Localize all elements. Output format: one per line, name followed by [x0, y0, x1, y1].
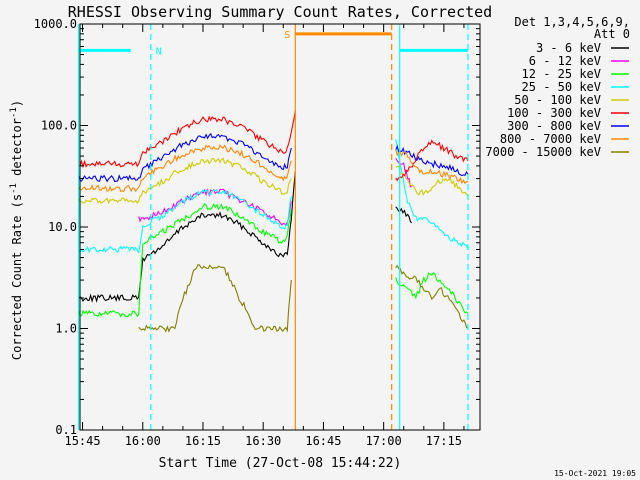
series-line — [395, 149, 469, 185]
series-line — [78, 171, 296, 303]
x-tick-label: 17:15 — [426, 434, 462, 448]
legend-label: 12 - 25 keV — [522, 67, 601, 81]
legend-label: 100 - 300 keV — [507, 106, 601, 120]
x-tick-label: 16:30 — [245, 434, 281, 448]
y-tick-label: 0.1 — [55, 423, 77, 437]
series-line — [77, 132, 292, 183]
series-line — [78, 144, 292, 193]
marker-label: N — [156, 46, 162, 57]
series-7 — [78, 144, 469, 193]
series-line — [138, 264, 292, 333]
series-line — [395, 139, 469, 250]
legend-header: Att 0 — [594, 27, 630, 41]
series-6 — [77, 132, 469, 183]
series-5 — [78, 110, 469, 182]
series-line — [78, 110, 296, 169]
x-tick-label: 17:00 — [366, 434, 402, 448]
legend-label: 800 - 7000 keV — [500, 132, 601, 146]
series-1 — [138, 158, 412, 227]
chart-title: RHESSI Observing Summary Count Rates, Co… — [68, 3, 492, 21]
y-tick-label: 1000.0 — [34, 17, 77, 31]
x-tick-label: 16:15 — [185, 434, 221, 448]
attenuator-markers: NS — [77, 24, 469, 430]
series-3 — [78, 139, 469, 254]
y-axis-label-sup: -1 — [9, 107, 19, 118]
legend-header: Det 1,3,4,5,6,9, — [514, 15, 630, 29]
marker-label: S — [284, 30, 290, 41]
series-line — [78, 188, 292, 254]
series-2 — [77, 202, 469, 318]
x-tick-label: 15:45 — [64, 434, 100, 448]
y-axis-label-sup: -1 — [9, 183, 19, 194]
series-0 — [78, 171, 413, 303]
x-tick-label: 16:45 — [305, 434, 341, 448]
series-line — [395, 158, 412, 188]
series-line — [395, 271, 469, 315]
y-axis-label-part: Corrected Count Rate (s — [10, 194, 24, 360]
y-tick-label: 10.0 — [48, 220, 77, 234]
legend-label: 7000 - 15000 keV — [485, 145, 601, 159]
y-axis-label-part: detector — [10, 118, 24, 183]
series-line — [395, 165, 469, 197]
series-line — [395, 144, 469, 177]
series-group — [77, 110, 469, 333]
legend-label: 6 - 12 keV — [529, 54, 601, 68]
y-axis-label: Corrected Count Rate (s-1 detector-1) — [9, 100, 24, 360]
series-line — [77, 202, 292, 318]
series-8 — [138, 264, 469, 333]
y-tick-label: 100.0 — [41, 119, 77, 133]
x-tick-label: 16:00 — [125, 434, 161, 448]
legend-label: 25 - 50 keV — [522, 80, 601, 94]
y-axis-label-part: ) — [10, 100, 24, 107]
y-tick-label: 1.0 — [55, 322, 77, 336]
x-axis-label: Start Time (27-Oct-08 15:44:22) — [159, 456, 402, 471]
series-line — [395, 139, 469, 182]
footer-timestamp: 15-Oct-2021 19:05 — [554, 469, 636, 478]
series-line — [138, 188, 292, 227]
legend-label: 50 - 100 keV — [514, 93, 601, 107]
series-4 — [78, 157, 469, 205]
legend-label: 3 - 6 keV — [536, 41, 601, 55]
series-line — [395, 264, 469, 329]
series-line — [78, 157, 292, 205]
legend-label: 300 - 800 keV — [507, 119, 601, 133]
series-line — [395, 206, 413, 224]
axes: 0.1 1.0 10.0 100.0 1000.0 15:45 16:00 16:15 16:3… — [34, 17, 481, 448]
